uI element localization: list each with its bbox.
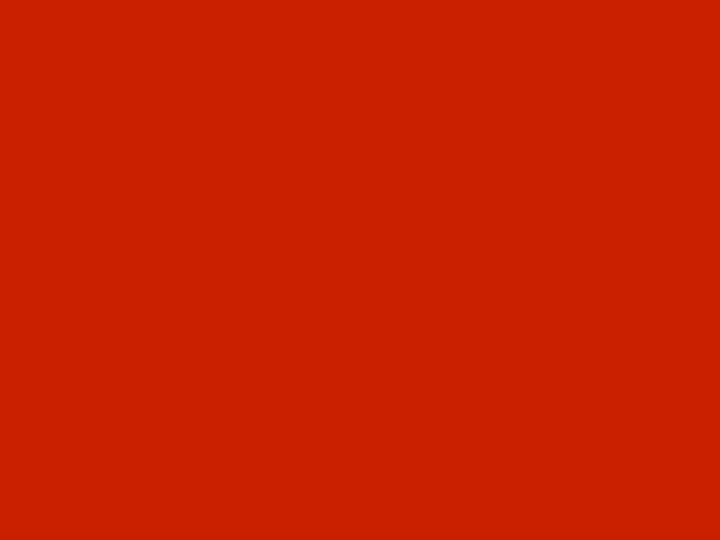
Text: Effects of Gradients on Phase: Effects of Gradients on Phase (114, 16, 606, 49)
Bar (42, 152, 320, 482)
Text: $G_x$ turned on: $G_x$ turned on (127, 122, 235, 143)
Bar (365, 152, 675, 482)
Text: FMRI – Week 3 – Image Formation: FMRI – Week 3 – Image Formation (8, 525, 196, 535)
Text: Scott Huettel, Duke University: Scott Huettel, Duke University (543, 525, 712, 535)
Text: $G_y$ turned on: $G_y$ turned on (467, 120, 574, 144)
